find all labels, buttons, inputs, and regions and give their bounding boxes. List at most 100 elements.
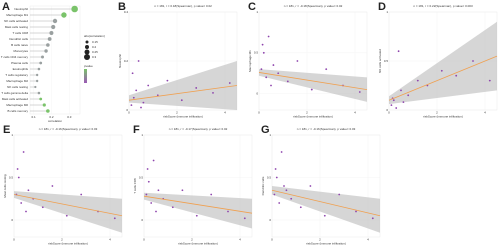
x-axis-label: riskScore (immune infiltration) (293, 114, 333, 118)
point (338, 193, 341, 196)
panel-label: E (3, 124, 10, 136)
point (41, 206, 44, 209)
point (228, 82, 231, 84)
trend-line (388, 55, 498, 101)
y-tick-label: 0.5 (139, 175, 144, 179)
category-label: Monocytes (13, 49, 28, 53)
point (152, 159, 155, 162)
y-tick-label: 0.2 (124, 59, 129, 63)
point (286, 80, 289, 83)
x-tick-label: 0 (13, 237, 15, 241)
category-label: T cells gamma delta (1, 91, 28, 95)
point (283, 185, 285, 187)
category-label: Plasma cells (11, 61, 28, 65)
x-tick-label: 0 (143, 237, 145, 241)
category-label: T cells CD4 memory (1, 55, 29, 59)
point (397, 50, 400, 53)
point (135, 89, 138, 92)
legend-label: 0.25 (92, 50, 98, 54)
point (309, 185, 312, 187)
category-label: T cells CD8 (13, 31, 29, 35)
y-tick-label: 0 (11, 218, 13, 222)
legend-dot (85, 40, 89, 44)
point (390, 104, 393, 106)
x-tick-label: 0 (271, 237, 273, 241)
y-tick-label: 0 (256, 91, 258, 95)
category-label: Macrophage M1 (6, 13, 28, 17)
dot (46, 109, 50, 113)
point (290, 197, 293, 200)
x-tick-label: 2 (176, 110, 178, 114)
x-tick-label: 4 (109, 237, 111, 241)
point (243, 217, 246, 220)
confidence-band (144, 192, 252, 229)
trend-line (13, 194, 123, 217)
x-tick-label: 4 (354, 110, 356, 114)
trend-line (128, 85, 238, 101)
x-tick-label: 2 (306, 110, 308, 114)
x-tick-label: 2 (436, 110, 438, 114)
dot (37, 67, 41, 71)
x-tick-label: 0.1 (31, 115, 36, 119)
category-label: Neutrophil (14, 7, 28, 11)
dot (44, 49, 48, 53)
x-axis-label: correlation (48, 119, 62, 123)
dot (35, 73, 39, 77)
trend-line (143, 195, 253, 214)
y-tick-label: 0 (126, 108, 128, 112)
point (371, 217, 374, 220)
point (157, 189, 160, 192)
y-axis-label: Mast cells resting (3, 174, 7, 198)
dot (52, 18, 58, 24)
trend-line (258, 72, 368, 90)
point (137, 60, 140, 62)
point (180, 99, 183, 102)
y-axis-label: NK cells activated (378, 49, 382, 73)
subtitle: n = 181, r = 0.18(Spearman), p value= 0.… (154, 4, 212, 8)
color-legend-title: pvalue (84, 64, 93, 68)
point (416, 79, 419, 82)
x-axis-label: riskScore (immune infiltration) (178, 241, 218, 245)
x-tick-label: 2 (319, 237, 321, 241)
point (358, 91, 361, 93)
category-label: Eosinophils (13, 67, 29, 71)
dot (61, 12, 67, 18)
point (20, 202, 23, 204)
point (265, 76, 268, 79)
color-bar (84, 69, 87, 83)
point (273, 193, 276, 196)
dot (49, 31, 54, 35)
x-axis-label: riskScore (immune infiltration) (306, 241, 346, 245)
panel-label: A (2, 1, 10, 13)
point (325, 68, 328, 71)
dot (37, 91, 41, 95)
dot (41, 55, 44, 59)
point (260, 68, 263, 71)
y-tick-label: 1 (256, 10, 258, 14)
point (171, 206, 174, 209)
point (131, 72, 134, 75)
x-axis-label: riskScore (immune infiltration) (48, 241, 88, 245)
dot (39, 61, 43, 65)
category-label: NK cells resting (7, 85, 28, 89)
point (440, 69, 443, 72)
dot (47, 37, 52, 41)
x-tick-label: 0 (258, 110, 260, 114)
point (145, 193, 148, 196)
x-tick-label: 0 (128, 110, 130, 114)
x-tick-label: 0 (388, 110, 390, 114)
point (270, 84, 272, 87)
point (147, 180, 150, 183)
panel-label: G (261, 124, 270, 136)
category-label: Macrophage M0 (6, 103, 28, 107)
y-tick-label: 0.5 (254, 51, 259, 55)
legend-label: 0.2 (92, 45, 97, 49)
x-tick-label: 0.2 (49, 115, 54, 119)
point (166, 79, 169, 82)
point (275, 176, 278, 179)
point (262, 51, 265, 54)
point (210, 193, 213, 196)
x-tick-label: 4 (367, 237, 369, 241)
x-tick-label: 2 (191, 237, 193, 241)
x-tick-label: 4 (239, 237, 241, 241)
